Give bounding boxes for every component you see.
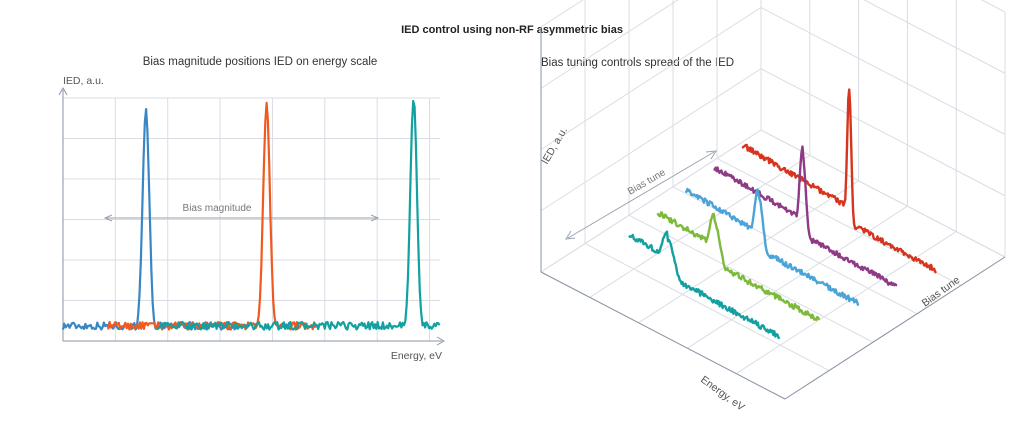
left-x-axis-label: Energy, eV	[391, 350, 442, 362]
floor-grid-line	[628, 214, 874, 343]
right-axis-edge	[540, 271, 786, 400]
left-chart: IED, a.u. Energy, eV Bias magnitude	[58, 75, 446, 362]
left-wall-grid-line	[540, 68, 762, 212]
left-x-axis-arrow	[436, 336, 446, 346]
back-wall-grid-line	[760, 7, 1006, 135]
left-y-axis-arrow	[58, 86, 68, 96]
left-grid	[63, 97, 440, 341]
floor-grid-line	[584, 243, 830, 372]
bias-magnitude-arrow	[103, 214, 380, 222]
right-series-green	[656, 211, 821, 321]
right-series-teal	[628, 230, 781, 340]
right-x-axis-label: Energy, eV	[698, 374, 746, 414]
bias-magnitude-label-bg	[176, 201, 258, 214]
floor-grid-line	[589, 154, 811, 298]
left-wall-grid-line	[540, 7, 762, 150]
left-wall-grid-line	[540, 0, 584, 28]
left-y-axis-label: IED, a.u.	[63, 75, 104, 87]
left-wall-grid-line	[540, 0, 679, 89]
left-series-blue	[61, 108, 240, 331]
left-chart-title: Bias magnitude positions IED on energy s…	[142, 56, 378, 68]
right-z-axis-label: Bias tune	[920, 274, 963, 310]
right-axis-edge	[784, 256, 1006, 400]
left-wall-grid-line	[540, 129, 762, 273]
right-y-axis-label: IED, a.u.	[539, 125, 570, 166]
right-series-red	[741, 88, 938, 274]
floor-grid-line	[687, 205, 908, 349]
right-series-light_blue	[684, 187, 860, 306]
right-series-group	[628, 88, 938, 340]
bias-tune-arrow	[565, 150, 717, 240]
floor-grid-line	[735, 231, 957, 375]
floor-grid-line	[716, 157, 962, 286]
main-title: IED control using non-RF asymmetric bias	[401, 24, 623, 36]
right-chart-title: Bias tuning controls spread of the IED	[541, 57, 735, 69]
bias-magnitude-label: Bias magnitude	[183, 203, 252, 214]
right-series-purple	[713, 145, 898, 287]
left-series-group	[61, 99, 441, 331]
left-series-teal	[156, 99, 441, 331]
back-wall-grid-line	[760, 68, 1006, 197]
floor-grid-line	[638, 180, 859, 324]
back-wall-grid-line	[863, 0, 1006, 74]
right-chart: IED, a.u. Energy, eV Bias tune Bias tune	[539, 0, 1006, 414]
